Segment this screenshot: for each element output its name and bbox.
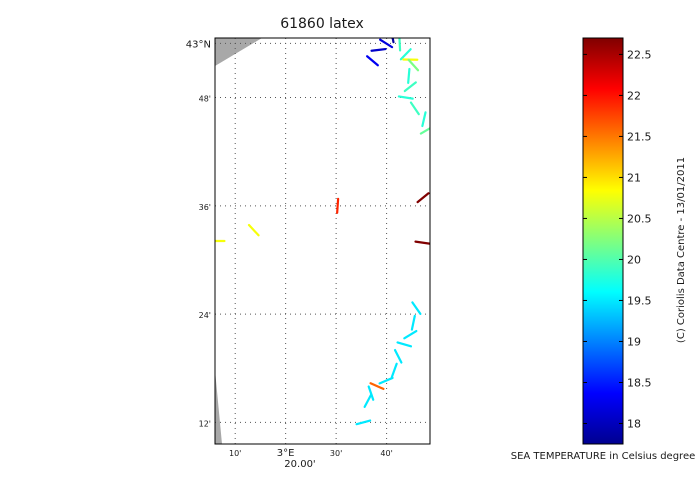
lon-tick-label: 30': [330, 449, 342, 458]
drifter-track-point: [407, 58, 420, 72]
drifter-track-point: [407, 67, 411, 84]
lat-tick-label: 24': [199, 311, 211, 320]
drifter-track-point: [391, 38, 395, 40]
grid-lines: [215, 38, 430, 444]
lon-tick-label: 3°E: [277, 448, 295, 459]
drifter-track-point: [397, 95, 414, 100]
land-mass-southwest: [215, 370, 222, 444]
colorbar-tick-label: 22.5: [627, 48, 652, 61]
colorbar-tick-label: 19.5: [627, 294, 652, 307]
colorbar: 22.5 22 21.5 21 20.5 20 19.5 19 18.5 18 SEA TEMPE…: [511, 37, 696, 462]
colorbar-tick-label: 22: [627, 89, 641, 102]
lat-tick-label: 12': [199, 419, 211, 428]
land-mass-northwest: [215, 38, 262, 66]
drifter-track-point: [367, 385, 375, 401]
drifter-track-point: [370, 47, 387, 52]
longitude-tick-labels: 10' 3°E 30' 40': [229, 448, 393, 459]
credit-text: (C) Coriolis Data Centre - 13/01/2011: [676, 157, 687, 343]
longitude-sublabel: 20.00': [284, 459, 315, 470]
drifter-tracks: [215, 38, 430, 426]
lon-tick-label: 40': [380, 449, 392, 458]
drifter-track-point: [391, 38, 395, 44]
drifter-track-point: [403, 329, 418, 340]
drifter-track-point: [336, 197, 340, 214]
drifter-track-point: [421, 111, 427, 128]
drifter-track-point: [390, 362, 398, 379]
drifter-track-point: [403, 81, 417, 93]
drifter-track-point: [398, 38, 402, 52]
map-title: 61860 latex: [280, 16, 364, 32]
drifter-track-point: [399, 48, 412, 61]
lat-tick-label: 36': [199, 203, 211, 212]
colorbar-tick-label: 21.5: [627, 130, 652, 143]
map-sea-area: [215, 38, 430, 444]
map-panel: 43°N 48' 36' 24' 12' 10' 3°E 30' 40' 20.00': [186, 37, 431, 470]
drifter-track-point: [419, 127, 430, 135]
colorbar-tick-label: 20: [627, 253, 641, 266]
latitude-tick-labels: 43°N 48' 36' 24' 12': [186, 39, 211, 428]
drifter-track-point: [393, 348, 403, 364]
colorbar-scale: [582, 37, 624, 445]
lon-tick-label: 10': [229, 449, 241, 458]
drifter-track-point: [396, 341, 413, 348]
colorbar-tick-label: 21: [627, 171, 641, 184]
drifter-track-point: [369, 382, 385, 391]
drifter-track-point: [378, 376, 394, 385]
drifter-track-point: [247, 223, 260, 237]
drifter-track-point: [416, 192, 430, 204]
lat-tick-label: 43°N: [186, 39, 211, 50]
drifter-track-point: [414, 240, 430, 245]
map-frame: [214, 37, 431, 445]
drifter-track-point: [409, 101, 420, 116]
drifter-track-point: [411, 301, 422, 315]
colorbar-tick-label: 18: [627, 417, 641, 430]
drifter-track-point: [363, 393, 373, 408]
drifter-track-point: [410, 314, 416, 331]
colorbar-tick-label: 18.5: [627, 376, 652, 389]
colorbar-ticks: 22.5 22 21.5 21 20.5 20 19.5 19 18.5 18: [583, 48, 652, 430]
drifter-track-point: [355, 419, 372, 426]
drifter-track-point: [379, 38, 394, 49]
lat-tick-label: 48': [199, 95, 211, 104]
colorbar-tick-label: 20.5: [627, 212, 652, 225]
drifter-track-point: [366, 55, 379, 67]
colorbar-label: SEA TEMPERATURE in Celsius degree: [511, 451, 696, 462]
colorbar-tick-label: 19: [627, 335, 641, 348]
